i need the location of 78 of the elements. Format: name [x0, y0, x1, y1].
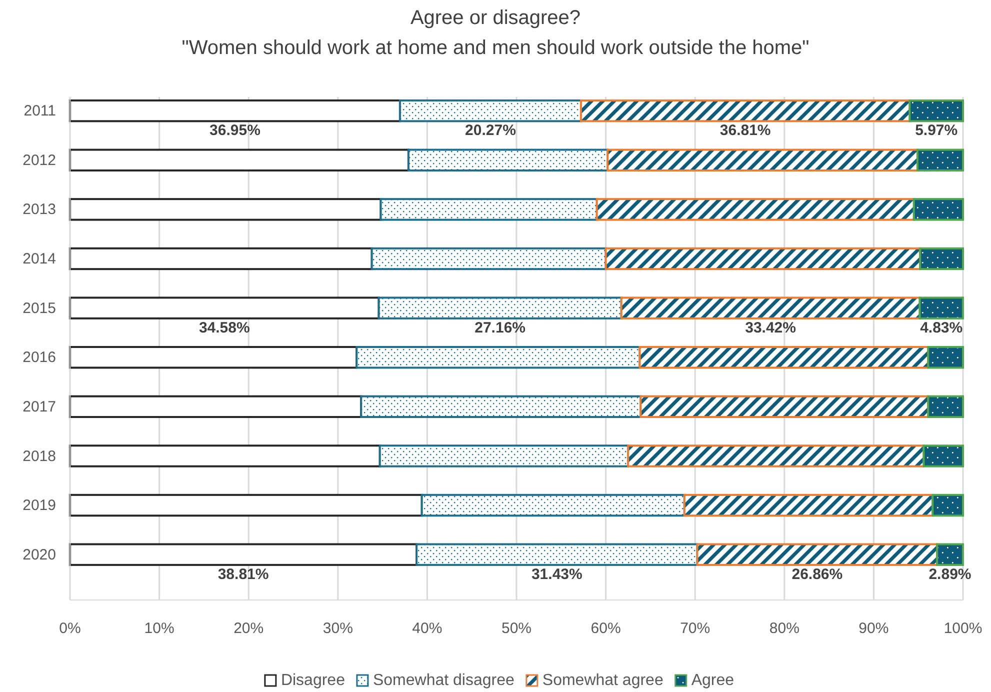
legend-label: Agree [691, 672, 734, 689]
data-label: 38.81% [218, 566, 269, 583]
x-tick-label: 20% [234, 620, 264, 637]
data-label: 20.27% [465, 122, 516, 140]
data-label: 26.86% [792, 566, 843, 583]
bar [627, 444, 925, 468]
legend-label: Somewhat agree [542, 672, 664, 689]
chart-title: Agree or disagree? "Women should work at home and men should work outside the home" [182, 7, 810, 59]
bar [683, 494, 934, 517]
bar [420, 494, 686, 517]
data-label: 34.58% [198, 319, 250, 336]
y-tick-label: 2013 [22, 201, 56, 218]
bar [69, 494, 423, 517]
bar [919, 247, 964, 270]
bar [640, 395, 930, 418]
bar [398, 99, 582, 122]
bar [380, 198, 598, 221]
bar [596, 198, 915, 221]
bar [69, 395, 362, 418]
y-tick-label: 2019 [22, 497, 56, 514]
x-tick-label: 60% [590, 620, 621, 637]
bar [69, 346, 358, 369]
data-label: 36.95% [210, 122, 260, 140]
y-tick-label: 2011 [24, 102, 56, 120]
y-tick-label: 2020 [22, 546, 56, 564]
bar [416, 543, 698, 566]
data-label: 33.42% [745, 319, 796, 336]
data-label: 4.83% [920, 319, 963, 336]
y-tick-label: 2014 [22, 250, 56, 268]
bar [912, 198, 964, 221]
y-tick-label: 2018 [22, 448, 56, 465]
bar [936, 543, 964, 566]
x-tick-label: 100% [944, 620, 982, 637]
bar [916, 148, 964, 172]
data-label: 31.43% [531, 566, 582, 583]
x-tick-label: 0% [59, 620, 81, 637]
x-tick-label: 10% [144, 620, 174, 637]
x-tick-label: 30% [322, 620, 353, 637]
bar [69, 296, 380, 320]
bar [927, 395, 964, 418]
bar [407, 148, 609, 172]
legend-label: Disagree [280, 672, 346, 689]
bar [69, 148, 410, 172]
bar [918, 296, 964, 320]
bar [932, 494, 964, 517]
bar [922, 444, 964, 468]
bar [638, 346, 930, 369]
data-label: 27.16% [474, 319, 526, 336]
data-label: 36.81% [720, 122, 771, 140]
bar [370, 247, 607, 270]
data-label: 5.97% [915, 122, 958, 140]
bar [606, 148, 918, 172]
x-tick-label: 90% [858, 620, 889, 637]
y-tick-label: 2016 [22, 349, 56, 366]
x-tick-label: 70% [680, 620, 710, 637]
bar [69, 99, 401, 122]
x-tick-label: 80% [769, 620, 800, 637]
bar [580, 99, 911, 122]
bar [69, 444, 381, 468]
bar [69, 543, 418, 566]
bar [604, 247, 922, 270]
bar [356, 346, 641, 369]
y-tick-label: 2015 [22, 300, 56, 317]
bar [620, 296, 921, 320]
bar [696, 543, 938, 566]
bar [69, 198, 382, 221]
bar [69, 247, 373, 270]
legend-label: Somewhat disagree [372, 672, 514, 689]
y-tick-label: 2012 [22, 152, 56, 169]
bar [378, 444, 630, 468]
bar [360, 395, 642, 418]
bar [927, 346, 964, 369]
bar [378, 296, 622, 320]
bar [908, 99, 964, 122]
x-tick-label: 50% [501, 620, 532, 637]
data-label: 2.89% [928, 566, 972, 583]
y-tick-label: 2017 [22, 398, 56, 416]
x-tick-label: 40% [412, 620, 442, 637]
